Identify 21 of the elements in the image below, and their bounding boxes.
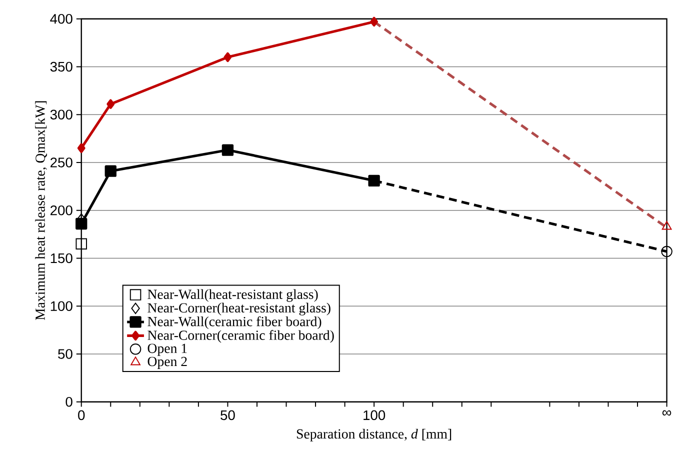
y-tick-label: 100 <box>50 301 72 311</box>
x-tick-label: 0 <box>78 410 85 420</box>
legend-label: Near-Wall(ceramic fiber board) <box>148 316 322 329</box>
legend-label: Open 1 <box>148 344 187 356</box>
x-tick-label: ∞ <box>662 410 672 416</box>
legend-label: Near-Corner(ceramic fiber board) <box>148 330 334 343</box>
x-axis-title: Separation distance, d [mm] <box>296 428 452 442</box>
y-tick-label: 50 <box>58 348 72 359</box>
legend-label: Near-Corner(heat-resistant glass) <box>148 302 330 316</box>
y-tick-label: 250 <box>50 157 72 168</box>
y-tick-label: 150 <box>50 253 72 263</box>
x-tick-label: 100 <box>364 410 386 420</box>
y-tick-label: 350 <box>50 62 72 72</box>
legend-label: Open 2 <box>148 356 187 369</box>
y-tick-label: 400 <box>50 14 72 24</box>
y-tick-label: 300 <box>50 110 72 120</box>
y-axis-title: Maximum heat release rate, Qmax[kW] <box>35 101 48 320</box>
y-tick-label: 0 <box>66 396 72 407</box>
legend-label: Near-Wall(heat-resistant glass) <box>148 289 318 302</box>
y-tick-label: 200 <box>50 205 72 216</box>
x-tick-label: 50 <box>220 410 235 420</box>
